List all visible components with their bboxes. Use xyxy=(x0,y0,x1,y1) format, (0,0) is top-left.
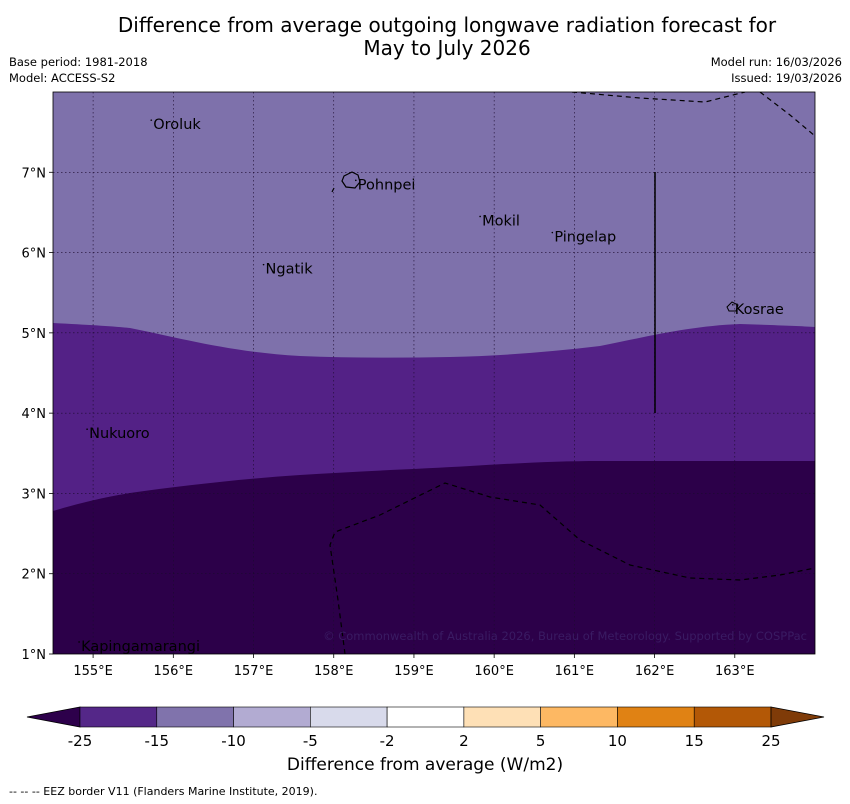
place-label-oroluk: Oroluk xyxy=(153,117,201,133)
colorbar-tick-label: 2 xyxy=(459,732,469,750)
colorbar-tick-label: 5 xyxy=(536,732,546,750)
colorbar-tick-label: 10 xyxy=(608,732,627,750)
lon-tick-label: 160°E xyxy=(474,664,514,679)
colorbar-swatch xyxy=(79,706,158,728)
lat-tick-label: 6°N xyxy=(22,247,47,262)
kosrae-island-outline xyxy=(726,301,739,312)
issued-date: Issued: 19/03/2026 xyxy=(731,71,842,85)
pohnpei-islet xyxy=(331,187,335,193)
place-label-kapingamarangi: Kapingamarangi xyxy=(81,639,200,655)
title-line-2: May to July 2026 xyxy=(363,36,531,60)
lat-tick-label: 4°N xyxy=(22,407,47,422)
band-low xyxy=(53,461,815,654)
place-marker xyxy=(78,641,80,643)
colorbar-swatch xyxy=(310,706,388,728)
lat-tick-label: 5°N xyxy=(22,327,47,342)
colorbar: -25 -15 -10 -5 -2 2 5 10 15 25 xyxy=(26,706,825,750)
colorbar-swatch xyxy=(156,706,234,728)
lon-tick-label: 163°E xyxy=(715,664,755,679)
grid-lines xyxy=(53,92,815,654)
lon-tick-label: 156°E xyxy=(154,664,194,679)
meta-right: Model run: 16/03/2026 Issued: 19/03/2026 xyxy=(711,54,842,86)
colorbar-tick-label: 15 xyxy=(685,732,704,750)
forecast-map: © Commonwealth of Australia 2026, Bureau… xyxy=(22,91,825,750)
colorbar-tick-label: -5 xyxy=(303,732,318,750)
place-marker xyxy=(150,119,153,121)
lon-tick-label: 161°E xyxy=(555,664,595,679)
place-labels: Oroluk Pohnpei Mokil Pingelap Ngatik Kosrae Nu… xyxy=(78,117,784,655)
plot-frame xyxy=(52,91,816,655)
lon-axis: 155°E 156°E 157°E 158°E 159°E 160°E 161°E 162°E… xyxy=(73,654,755,679)
colorbar-tick-label: -25 xyxy=(68,732,93,750)
colorbar-extend-low xyxy=(26,706,81,728)
copyright-text: © Commonwealth of Australia 2026, Bureau… xyxy=(323,629,807,643)
colorbar-extend-high xyxy=(770,706,825,728)
lon-tick-label: 158°E xyxy=(314,664,354,679)
colorbar-swatch xyxy=(617,706,695,728)
place-marker xyxy=(551,231,554,234)
lon-tick-label: 162°E xyxy=(635,664,675,679)
place-label-nukuoro: Nukuoro xyxy=(89,426,150,442)
colorbar-tick-label: -10 xyxy=(221,732,246,750)
eez-border xyxy=(329,92,815,654)
map-title: Difference from average outgoing longwav… xyxy=(0,14,850,60)
place-marker xyxy=(731,303,734,306)
colorbar-tick-label: -15 xyxy=(145,732,170,750)
place-marker xyxy=(262,263,265,266)
title-line-1: Difference from average outgoing longwav… xyxy=(117,13,777,37)
model-name: Model: ACCESS-S2 xyxy=(9,71,116,85)
lat-tick-label: 2°N xyxy=(22,568,47,583)
place-marker xyxy=(355,179,357,182)
colorbar-tick-label: 25 xyxy=(761,732,780,750)
colorbar-swatch xyxy=(463,706,541,728)
place-marker xyxy=(479,215,481,218)
colorbar-swatch xyxy=(386,706,465,728)
meta-left: Base period: 1981-2018 Model: ACCESS-S2 xyxy=(9,54,148,86)
eez-footnote: -- -- -- EEZ border V11 (Flanders Marine… xyxy=(9,785,318,798)
lon-tick-label: 159°E xyxy=(394,664,434,679)
lon-tick-label: 155°E xyxy=(73,664,113,679)
colorbar-axis-label: Difference from average (W/m2) xyxy=(286,755,564,775)
lon-tick-label: 157°E xyxy=(234,664,274,679)
lat-axis: 1°N 2°N 3°N 4°N 5°N 6°N 7°N xyxy=(22,166,53,663)
lat-tick-label: 7°N xyxy=(22,166,47,181)
colorbar-swatch xyxy=(693,706,772,728)
lat-tick-label: 1°N xyxy=(22,648,47,663)
place-label-kosrae: Kosrae xyxy=(735,302,784,318)
place-marker xyxy=(86,428,88,431)
colorbar-swatch xyxy=(233,706,311,728)
colorbar-swatch xyxy=(540,706,618,728)
colorbar-tick-label: -2 xyxy=(380,732,395,750)
base-period: Base period: 1981-2018 xyxy=(9,55,148,69)
place-label-ngatik: Ngatik xyxy=(266,262,314,278)
place-label-mokil: Mokil xyxy=(482,213,520,229)
lat-tick-label: 3°N xyxy=(22,487,47,502)
model-run: Model run: 16/03/2026 xyxy=(710,55,842,69)
place-label-pingelap: Pingelap xyxy=(554,230,616,246)
pohnpei-island-outline xyxy=(341,171,361,189)
place-label-pohnpei: Pohnpei xyxy=(358,177,416,193)
